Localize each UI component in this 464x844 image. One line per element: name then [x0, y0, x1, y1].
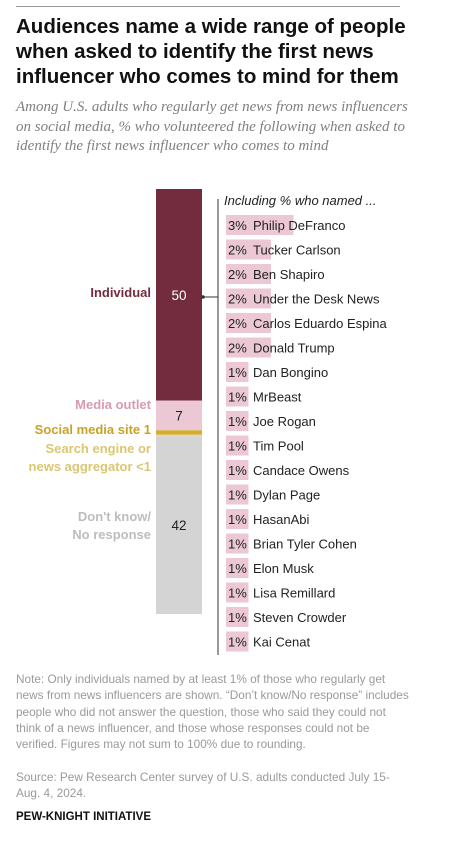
breakout-bar-14 — [226, 558, 249, 578]
breakout-name-7: MrBeast — [253, 390, 302, 405]
breakout-bar-12 — [226, 509, 249, 529]
bar-segment-3 — [156, 434, 202, 437]
connector-dot — [201, 295, 205, 299]
breakout-name-4: Carlos Eduardo Espina — [253, 316, 387, 331]
breakout-bar-13 — [226, 533, 249, 554]
breakout-name-6: Dan Bongino — [253, 365, 328, 380]
category-label-2: Social media site 1 — [35, 422, 151, 437]
breakout-value-6: 1% — [228, 365, 247, 380]
breakout-name-0: Philip DeFranco — [253, 218, 346, 233]
breakout-value-8: 1% — [228, 414, 247, 429]
breakout-name-16: Steven Crowder — [253, 610, 347, 625]
breakout-bar-8 — [226, 411, 249, 431]
bar-segment-1 — [156, 400, 202, 431]
breakout-bar-6 — [226, 362, 249, 382]
breakout-bar-2 — [226, 264, 271, 284]
category-label-3-line1: news aggregator <1 — [29, 459, 151, 474]
breakout-name-10: Candace Owens — [253, 463, 350, 478]
breakout-value-17: 1% — [228, 635, 247, 650]
chart-note: Note: Only individuals named by at least… — [16, 672, 409, 752]
breakout-bar-1 — [226, 239, 271, 260]
bar-segment-2 — [156, 430, 202, 435]
breakout-name-9: Tim Pool — [253, 439, 304, 454]
credit-line: PEW-KNIGHT INITIATIVE — [16, 811, 151, 823]
breakout-value-16: 1% — [228, 610, 247, 625]
breakout-bar-17 — [226, 631, 249, 652]
breakout-bar-0 — [226, 215, 294, 235]
chart-source: Source: Pew Research Center survey of U.… — [16, 770, 390, 801]
breakout-value-0: 3% — [228, 218, 247, 233]
breakout-name-17: Kai Cenat — [253, 635, 310, 650]
breakout-name-8: Joe Rogan — [253, 414, 316, 429]
bar-value-label-0: 50 — [171, 288, 186, 303]
category-label-0: Individual — [90, 285, 151, 300]
breakout-bar-11 — [226, 484, 249, 505]
bar-segment-0 — [156, 189, 202, 401]
breakout-value-14: 1% — [228, 561, 247, 576]
breakout-value-10: 1% — [228, 463, 247, 478]
category-label-4-line0: Don't know/ — [78, 509, 152, 524]
breakout-name-12: HasanAbi — [253, 512, 309, 527]
breakout-bar-10 — [226, 460, 249, 480]
breakout-name-15: Lisa Remillard — [253, 586, 335, 601]
breakout-name-11: Dylan Page — [253, 488, 320, 503]
stacked-bar-chart: 50 7 42 Individual Media outlet Social media … — [29, 189, 387, 655]
top-rule — [16, 6, 400, 7]
breakout-value-13: 1% — [228, 537, 247, 552]
breakout-value-2: 2% — [228, 267, 247, 282]
category-label-3-line0: Search engine or — [46, 441, 151, 456]
category-label-1: Media outlet — [75, 397, 152, 412]
breakout-name-2: Ben Shapiro — [253, 267, 325, 282]
breakout-name-3: Under the Desk News — [253, 292, 380, 307]
breakout-value-3: 2% — [228, 292, 247, 307]
category-label-4-line1: No response — [72, 527, 151, 542]
breakout-value-9: 1% — [228, 439, 247, 454]
breakout-bar-3 — [226, 288, 271, 309]
breakout-name-13: Brian Tyler Cohen — [253, 537, 357, 552]
breakout-value-11: 1% — [228, 488, 247, 503]
chart-title: Audiences name a wide range of people wh… — [16, 15, 406, 88]
breakout-name-1: Tucker Carlson — [253, 243, 341, 258]
breakout-bar-4 — [226, 313, 271, 333]
breakout-value-12: 1% — [228, 512, 247, 527]
breakout-name-5: Donald Trump — [253, 341, 335, 356]
breakout-bar-9 — [226, 435, 249, 456]
bar-segment-4 — [156, 436, 202, 614]
bar-value-label-1: 7 — [175, 408, 183, 423]
breakout-value-4: 2% — [228, 316, 247, 331]
breakout-name-14: Elon Musk — [253, 561, 314, 576]
breakout-value-5: 2% — [228, 341, 247, 356]
breakout-header: Including % who named ... — [224, 193, 376, 208]
breakout-bar-15 — [226, 582, 249, 603]
breakout-bar-16 — [226, 607, 249, 627]
chart-subtitle: Among U.S. adults who regularly get news… — [16, 99, 408, 154]
breakout-value-15: 1% — [228, 586, 247, 601]
bar-value-label-4: 42 — [171, 518, 186, 533]
breakout-value-1: 2% — [228, 243, 247, 258]
breakout-bar-5 — [226, 337, 271, 358]
breakout-bar-7 — [226, 386, 249, 407]
breakout-value-7: 1% — [228, 390, 247, 405]
